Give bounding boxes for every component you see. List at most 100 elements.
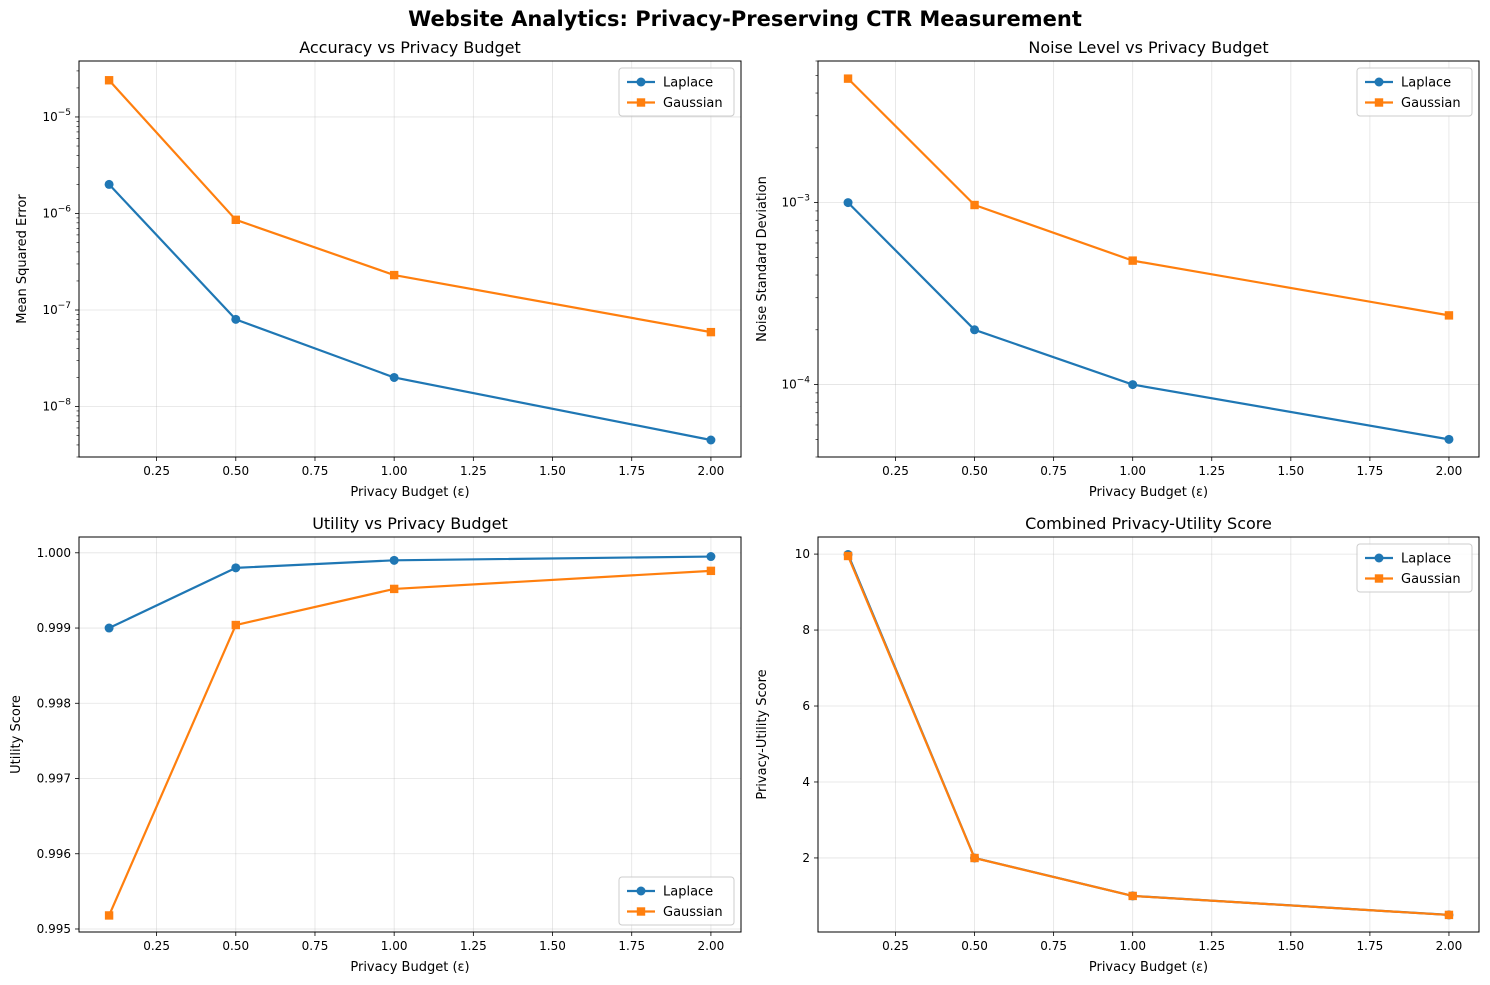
data-point-laplace [706, 552, 716, 562]
data-point-laplace [231, 314, 241, 324]
data-point-laplace [1128, 380, 1138, 390]
legend-box [618, 876, 735, 926]
y-tick-label: 0.995 [37, 922, 71, 936]
y-tick-label: 0.997 [37, 772, 71, 786]
legend: Laplace Gaussian [1356, 543, 1473, 593]
y-axis-label: Mean Squared Error [15, 194, 30, 324]
y-tick-label: 10−6 [42, 204, 71, 220]
plot-frame [78, 536, 742, 933]
legend-box [1356, 67, 1473, 117]
panel-title: Combined Privacy-Utility Score [1025, 514, 1272, 533]
figure-title: Website Analytics: Privacy-Preserving CT… [408, 7, 1082, 31]
x-tick-label: 0.25 [882, 464, 909, 478]
plot-frame [817, 60, 1480, 458]
data-point-gaussian [1128, 891, 1137, 901]
x-tick-label: 0.50 [961, 939, 988, 953]
x-tick-label: 1.00 [381, 939, 408, 953]
series-line-laplace [108, 555, 711, 630]
data-point-laplace [1444, 434, 1454, 444]
x-axis-label: Privacy Budget (ε) [350, 960, 469, 975]
legend-marker [1374, 553, 1384, 563]
y-tick-label: 8 [802, 623, 810, 637]
legend-marker [636, 907, 646, 916]
x-tick-label: 2.00 [1436, 939, 1463, 953]
x-tick-label: 0.25 [882, 939, 909, 953]
panel-title: Accuracy vs Privacy Budget [299, 38, 521, 57]
y-tick-label: 0.996 [37, 847, 71, 861]
x-tick-label: 2.00 [698, 939, 725, 953]
x-tick-label: 1.25 [460, 939, 487, 953]
x-tick-label: 0.75 [302, 464, 329, 478]
data-point-laplace [389, 372, 399, 382]
legend-marker [1374, 574, 1384, 583]
x-tick-label: 0.25 [143, 939, 170, 953]
data-point-laplace [231, 563, 241, 573]
x-tick-label: 1.50 [539, 939, 566, 953]
series-line-laplace [108, 183, 712, 442]
y-tick-label: 4 [802, 775, 810, 789]
chart-panel-3: 0.25 0.50 0.75 1.00 1.25 1.50 1.75 2.00 0.995 0.9… [9, 514, 742, 975]
series-line-gaussian [847, 555, 1450, 917]
data-point-gaussian [843, 551, 853, 561]
chart-panel-2: 0.25 0.50 0.75 1.00 1.25 1.50 1.75 2.00 10−4 10−3… [755, 38, 1480, 500]
series-line-gaussian [847, 77, 1450, 317]
series-line-laplace [847, 201, 1450, 441]
y-axis-label: Utility Score [9, 695, 24, 774]
legend-marker [1374, 77, 1384, 87]
y-axis-label: Noise Standard Deviation [755, 176, 770, 342]
x-axis-label: Privacy Budget (ε) [1089, 485, 1208, 500]
legend: Laplace Gaussian [618, 876, 735, 926]
x-tick-label: 1.50 [1277, 939, 1304, 953]
y-tick-label: 10−3 [781, 194, 810, 210]
chart-panel-1: 0.25 0.50 0.75 1.00 1.25 1.50 1.75 2.00 10−8 10−7… [15, 38, 742, 500]
plot-frame [78, 60, 742, 458]
y-tick-label: 1.000 [37, 546, 71, 560]
data-point-gaussian [970, 200, 979, 210]
legend-marker [1374, 98, 1384, 107]
data-point-gaussian [843, 74, 853, 83]
x-tick-label: 1.25 [1198, 464, 1225, 478]
legend-label-laplace: Laplace [663, 76, 713, 91]
x-tick-label: 1.75 [618, 464, 645, 478]
x-tick-label: 0.75 [1040, 464, 1067, 478]
x-tick-label: 1.75 [618, 939, 645, 953]
chart-panel-4: 0.25 0.50 0.75 1.00 1.25 1.50 1.75 2.00 2 4 6 8 10 Co… [755, 514, 1480, 975]
y-tick-label: 10−7 [42, 301, 71, 317]
x-tick-label: 1.25 [1198, 939, 1225, 953]
y-tick-label: 0.998 [37, 696, 71, 710]
x-tick-label: 1.00 [381, 464, 408, 478]
series-line-laplace [847, 554, 1450, 917]
legend: Laplace Gaussian [1356, 67, 1473, 117]
legend-marker [636, 886, 646, 896]
x-tick-label: 0.75 [302, 939, 329, 953]
x-axis-label: Privacy Budget (ε) [1089, 960, 1208, 975]
legend-box [618, 67, 735, 117]
plot-frame [817, 536, 1480, 933]
data-point-gaussian [104, 911, 114, 920]
x-tick-label: 1.00 [1119, 939, 1146, 953]
legend-marker [636, 98, 646, 107]
y-tick-label: 10−4 [781, 376, 810, 392]
data-point-gaussian [1444, 910, 1454, 920]
legend-label-gaussian: Gaussian [663, 96, 723, 111]
series-line-gaussian [108, 569, 711, 916]
x-tick-label: 1.50 [539, 464, 566, 478]
legend-label-gaussian: Gaussian [1401, 96, 1461, 111]
x-tick-label: 0.25 [143, 464, 170, 478]
legend: Laplace Gaussian [618, 67, 735, 117]
y-tick-label: 10−8 [42, 398, 71, 414]
y-tick-label: 0.999 [37, 621, 71, 635]
x-tick-label: 1.00 [1119, 464, 1146, 478]
x-tick-label: 1.50 [1277, 464, 1304, 478]
x-axis-label: Privacy Budget (ε) [350, 485, 469, 500]
data-point-gaussian [706, 327, 716, 337]
data-point-laplace [843, 198, 853, 208]
x-tick-label: 2.00 [1436, 464, 1463, 478]
panel-title: Utility vs Privacy Budget [312, 514, 508, 533]
data-point-gaussian [1444, 311, 1454, 320]
data-point-laplace [706, 435, 716, 445]
legend-box [1356, 543, 1473, 593]
legend-label-gaussian: Gaussian [1401, 572, 1461, 587]
data-point-gaussian [1128, 256, 1137, 265]
